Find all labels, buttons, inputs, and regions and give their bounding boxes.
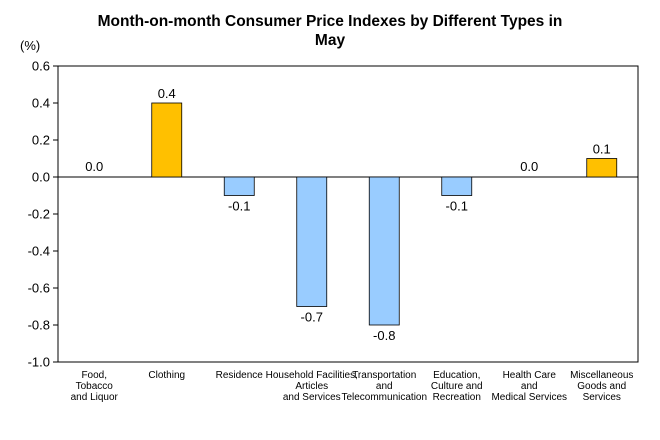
chart-title-line: Month-on-month Consumer Price Indexes by… xyxy=(98,13,563,30)
plot-area: 0.6 0.4 0.2 0.0 -0.2 -0.4 -0.6 -0.8 -1.0 0.0 Food,… xyxy=(28,59,639,403)
category-label: and Services xyxy=(283,392,341,403)
y-tick-label: -0.2 xyxy=(28,207,50,222)
category-label: and xyxy=(521,381,538,392)
category-label: Tobacco xyxy=(76,381,114,392)
bar xyxy=(586,158,618,178)
y-tick-label: -0.6 xyxy=(28,281,50,296)
data-label: 0.1 xyxy=(593,142,611,157)
data-label: -0.8 xyxy=(373,328,395,343)
category-label: Articles xyxy=(295,381,328,392)
category-label: Residence xyxy=(216,370,264,381)
category-label: Education, xyxy=(433,370,480,381)
bar xyxy=(296,176,328,307)
y-axis-unit-label: (%) xyxy=(20,38,40,53)
category-label: Clothing xyxy=(148,370,185,381)
bar xyxy=(151,102,183,178)
category-label: Medical Services xyxy=(491,392,567,403)
data-label: -0.1 xyxy=(228,199,250,214)
data-label: -0.1 xyxy=(446,199,468,214)
y-tick-label: -1.0 xyxy=(28,355,50,370)
data-label: 0.4 xyxy=(158,86,176,101)
category-label: Culture and xyxy=(431,381,483,392)
chart-title-line: May xyxy=(315,32,346,49)
category-label: and Liquor xyxy=(71,392,119,403)
category-label: Services xyxy=(583,392,621,403)
category-label: Miscellaneous xyxy=(570,370,633,381)
category-label: Telecommunication xyxy=(341,392,427,403)
chart-title: Month-on-month Consumer Price Indexes by… xyxy=(98,13,563,49)
plot-frame xyxy=(57,65,639,363)
y-tick-label: -0.4 xyxy=(28,244,50,259)
category-label: Household Facilities, xyxy=(266,370,358,381)
category-label: Recreation xyxy=(433,392,481,403)
y-tick-label: -0.8 xyxy=(28,318,50,333)
data-label: 0.0 xyxy=(520,159,538,174)
category-label: Goods and xyxy=(577,381,626,392)
y-tick-label: 0.2 xyxy=(32,133,50,148)
data-label: 0.0 xyxy=(85,159,103,174)
bar xyxy=(368,176,400,326)
category-label: and xyxy=(376,381,393,392)
category-label: Transportation xyxy=(352,370,416,381)
category-label: Food, xyxy=(81,370,107,381)
bar xyxy=(441,176,473,196)
data-label: -0.7 xyxy=(301,310,323,325)
y-tick-label: 0.0 xyxy=(32,170,50,185)
y-tick-label: 0.6 xyxy=(32,59,50,74)
bar xyxy=(223,176,255,196)
y-tick-label: 0.4 xyxy=(32,96,50,111)
category-label: Health Care xyxy=(503,370,557,381)
